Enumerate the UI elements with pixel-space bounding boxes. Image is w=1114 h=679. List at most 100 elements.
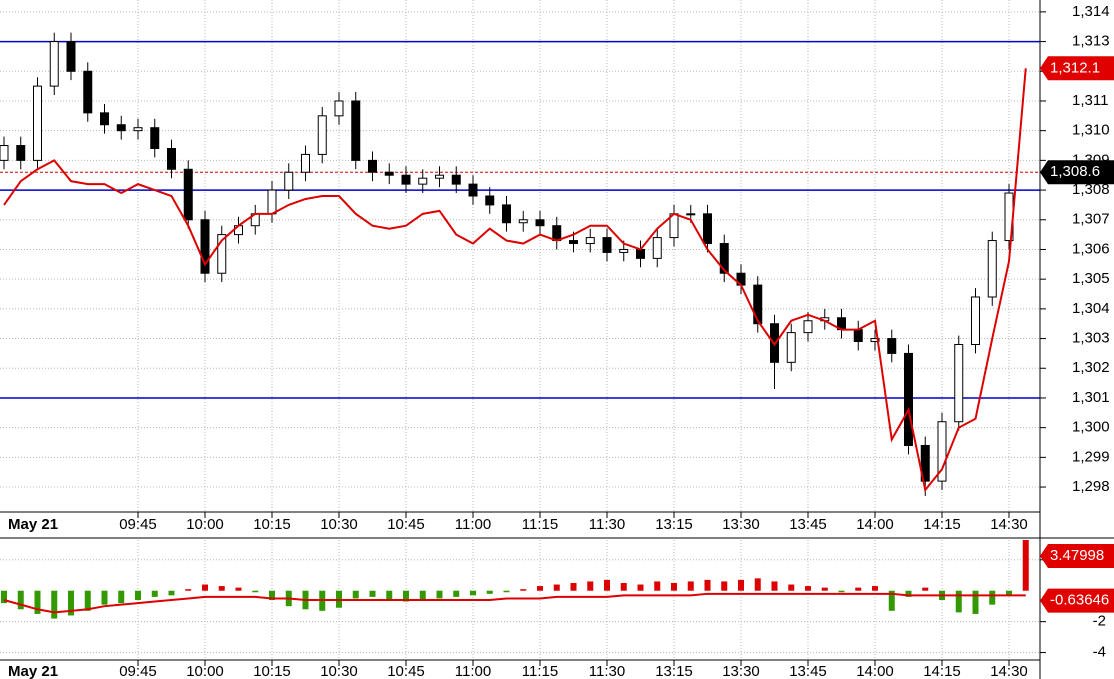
candle-body (368, 159, 377, 173)
y-tick-label: 1,306 (1072, 240, 1110, 257)
price-tag (1040, 588, 1114, 613)
histogram-bar (537, 586, 543, 591)
candle-body (719, 243, 729, 274)
histogram-bar (620, 582, 627, 591)
price-panel (0, 0, 1040, 512)
candle-body (904, 352, 913, 446)
candle-body (686, 213, 696, 216)
histogram-bar (687, 581, 694, 591)
histogram-bar (252, 590, 259, 593)
y-tick-label: -2 (1093, 613, 1106, 630)
candle-body (301, 153, 310, 173)
histogram-bar (453, 590, 460, 597)
candle-body (100, 112, 109, 126)
candle-body (636, 248, 645, 259)
price-tag (1040, 544, 1114, 568)
histogram-bar (369, 590, 376, 597)
histogram-bar (84, 590, 91, 611)
candle-body (116, 124, 126, 132)
histogram-bar (68, 590, 74, 616)
histogram-bar (855, 587, 862, 591)
candle-body (602, 237, 612, 253)
y-tick-label: 1,305 (1072, 270, 1110, 287)
candle-body (83, 70, 93, 114)
candle-body (334, 100, 344, 117)
x-tick-label: 13:45 (789, 516, 827, 533)
histogram-bar (821, 587, 828, 591)
x-tick-label: 11:15 (522, 663, 558, 679)
histogram-bar (436, 590, 443, 599)
overlay-line (3, 68, 1027, 493)
x-tick-label: 10:15 (253, 516, 291, 533)
x-tick-label: 10:30 (320, 516, 358, 533)
y-tick-label: 1,311 (1072, 92, 1108, 109)
histogram-bar (771, 581, 778, 591)
candle-body (954, 344, 964, 423)
histogram-bar (1, 590, 7, 604)
price-tag-label: 3.47998 (1050, 547, 1104, 564)
candle-body (33, 85, 42, 161)
x-tick-label: 10:45 (387, 516, 425, 533)
oscillator-panel (0, 540, 1040, 660)
candle-body (971, 296, 980, 346)
date-label: May 21 (8, 516, 58, 533)
histogram-bar (135, 590, 141, 600)
histogram-bar (922, 587, 929, 591)
y-tick-label: 1,298 (1072, 478, 1110, 495)
candle-body (16, 145, 26, 161)
candle-body (167, 147, 176, 170)
y-tick-label: 1,300 (1072, 419, 1110, 436)
candle-body (920, 444, 930, 482)
candle-body (803, 320, 813, 334)
candle-body (887, 338, 897, 354)
y-tick-label: 1,304 (1072, 300, 1110, 317)
y-tick-label: -4 (1093, 644, 1106, 661)
candle-body (853, 329, 863, 343)
histogram-bar (101, 590, 108, 605)
y-tick-label: 1,310 (1072, 122, 1110, 139)
x-tick-label: 10:00 (186, 516, 224, 533)
candle-body (652, 237, 662, 259)
date-label: May 21 (8, 663, 58, 679)
candle-body (786, 332, 796, 363)
histogram-bar (989, 590, 996, 605)
x-tick-label: 11:30 (589, 516, 625, 533)
x-tick-label: 09:45 (119, 516, 157, 533)
histogram-bar (403, 590, 409, 602)
histogram-bar (654, 581, 661, 591)
candle-body (703, 213, 712, 245)
histogram-bar (470, 590, 476, 596)
candle-body (518, 219, 528, 224)
y-tick-label: 1,308 (1072, 181, 1110, 198)
histogram-bar (118, 590, 125, 604)
x-tick-label: 13:15 (655, 516, 693, 533)
histogram-bar (905, 590, 912, 597)
candle-body (485, 195, 495, 206)
y-tick-label: 1,313 (1072, 33, 1110, 50)
candle-body (870, 338, 880, 343)
candle-body (183, 168, 193, 221)
histogram-bar (168, 590, 175, 596)
x-tick-label: 10:00 (186, 663, 224, 679)
y-tick-label: 1,301 (1072, 389, 1110, 406)
histogram-bar (671, 582, 677, 591)
candle-body (418, 177, 428, 185)
histogram-bar (520, 589, 527, 591)
histogram-bar (805, 586, 811, 591)
candle-body (753, 284, 763, 325)
histogram-bar (218, 586, 225, 591)
histogram-bar (955, 590, 962, 613)
x-tick-label: 14:30 (990, 516, 1028, 533)
candle-body (200, 219, 210, 274)
x-tick-label: 10:30 (320, 663, 358, 679)
histogram-bar (235, 587, 242, 591)
candle-body (150, 127, 160, 149)
x-tick-label: 10:45 (387, 663, 425, 679)
candle-body (987, 240, 997, 298)
candle-body (317, 115, 327, 155)
histogram-bar (754, 578, 761, 591)
candle-body (66, 41, 76, 72)
histogram-bar (721, 581, 728, 591)
histogram-bar (888, 590, 895, 611)
